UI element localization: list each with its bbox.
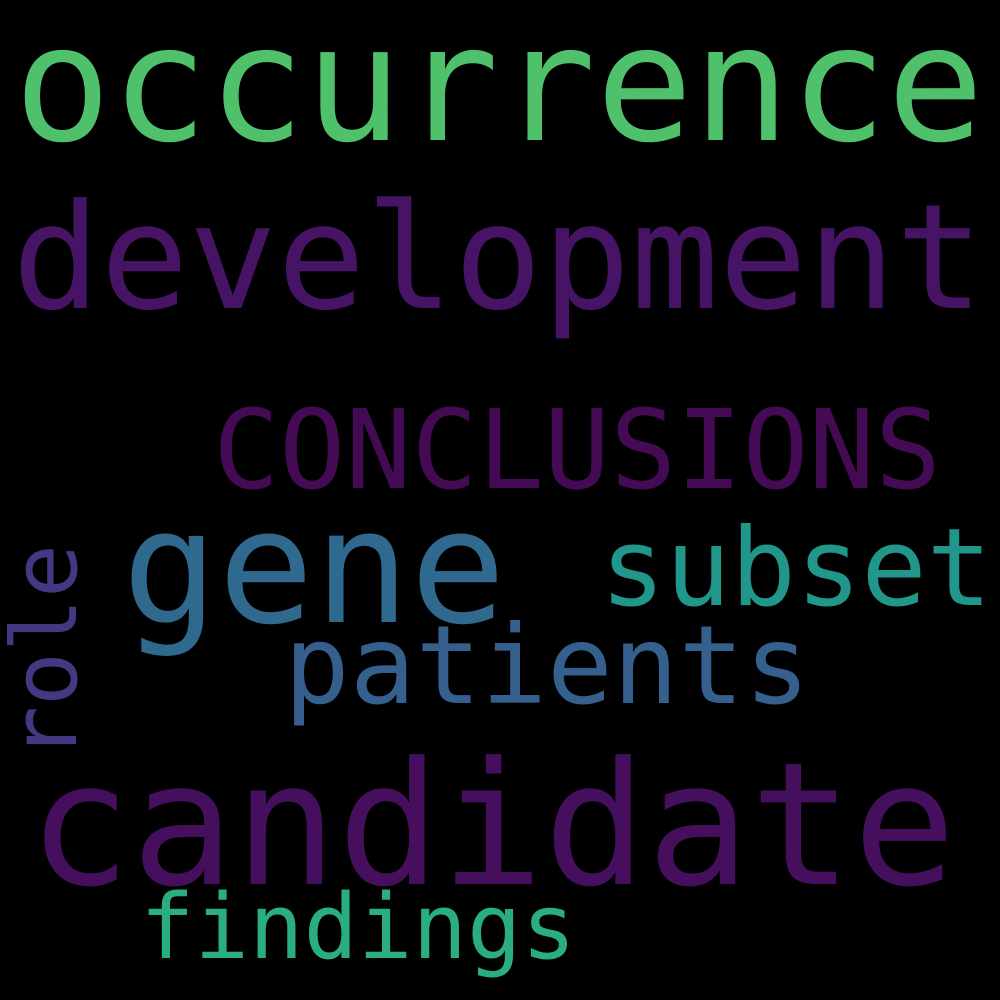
word: patients — [284, 602, 810, 729]
word: development — [12, 173, 984, 343]
word: CONCLUSIONS — [213, 386, 941, 514]
word: subset — [600, 506, 992, 631]
word: role — [0, 544, 98, 760]
word: candidate — [28, 726, 956, 925]
word: gene — [122, 476, 506, 660]
word: findings — [140, 875, 576, 980]
word: occurrence — [14, 0, 984, 178]
